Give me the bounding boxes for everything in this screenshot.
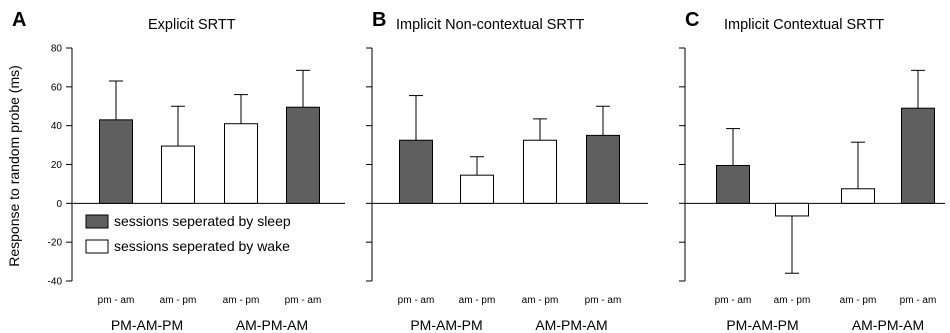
panel-title: Explicit SRTT [148,17,236,33]
panel-c: C Implicit Contextual SRTT pm - am am - pm a… [679,9,945,333]
legend: sessions seperated by sleep sessions sepe… [85,213,291,254]
y-tick-label: 80 [51,44,63,55]
y-tick-label: 60 [51,82,63,93]
panel-b: B Implicit Non-contextual SRTT pm - am am -… [366,9,648,333]
legend-swatch [85,214,109,229]
y-tick-label: -40 [48,277,63,288]
category-label: pm - am [398,295,435,306]
group-label: PM-AM-PM [726,317,798,333]
group-label: PM-AM-PM [410,317,482,333]
panel-a: A Explicit SRTT -40 -20 0 20 40 60 80 pm - am am -… [12,9,345,333]
legend-swatch [85,239,109,254]
category-label: pm - am [715,295,752,306]
legend-item: sessions seperated by wake [85,238,290,254]
bar-wake [224,123,258,204]
y-axis-label: Response to random probe (ms) [6,65,22,267]
bar-sleep [286,106,320,204]
panel-letter: B [372,9,386,31]
group-label: AM-PM-AM [852,317,924,333]
category-label: pm - am [285,295,322,306]
legend-item: sessions seperated by sleep [85,213,291,229]
panel-title: Implicit Non-contextual SRTT [396,17,584,33]
category-label: pm - am [585,295,622,306]
y-tick-label: 40 [51,121,63,132]
panels: A Explicit SRTT -40 -20 0 20 40 60 80 pm - am am -… [12,9,945,333]
y-tick-label: 0 [56,199,62,210]
panel-title: Implicit Contextual SRTT [724,17,884,33]
bar-wake [460,174,494,204]
bar-wake [841,188,875,204]
bar-sleep [399,139,433,204]
category-label: pm - am [900,295,937,306]
bar-sleep [901,107,935,204]
y-tick-label: 20 [51,160,63,171]
category-label: am - pm [459,295,496,306]
panel-letter: A [12,9,26,31]
panel-letter: C [685,9,699,31]
bar-sleep [586,134,620,204]
legend-label: sessions seperated by wake [114,238,290,254]
group-label: AM-PM-AM [236,317,308,333]
group-label: PM-AM-PM [111,317,183,333]
bar-sleep [716,164,750,204]
bar-wake [523,139,557,204]
category-label: am - pm [774,295,811,306]
group-label: AM-PM-AM [535,317,607,333]
category-label: am - pm [840,295,877,306]
category-label: am - pm [522,295,559,306]
category-label: am - pm [160,295,197,306]
bar-wake [161,145,195,204]
bar-sleep [99,119,133,204]
y-tick-label: -20 [48,238,63,249]
legend-label: sessions seperated by sleep [114,213,291,229]
bar-wake [775,202,809,217]
category-label: am - pm [223,295,260,306]
category-label: pm - am [98,295,135,306]
